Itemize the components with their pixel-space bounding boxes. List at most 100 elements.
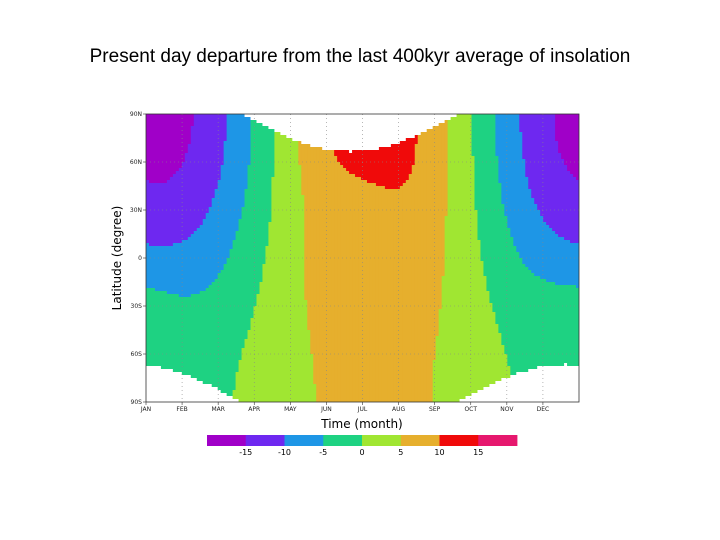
contour-cell [501, 132, 505, 136]
contour-cell [531, 153, 535, 157]
contour-cell [522, 156, 526, 160]
contour-cell [352, 171, 356, 175]
contour-cell [366, 141, 371, 145]
contour-cell [259, 117, 264, 121]
contour-cell [244, 153, 249, 157]
contour-cell [184, 171, 189, 175]
contour-cell [573, 147, 577, 151]
contour-cell [214, 159, 219, 163]
contour-cell [199, 138, 204, 142]
contour-cell [468, 147, 473, 151]
contour-cell [166, 144, 171, 148]
contour-cell [289, 174, 293, 178]
contour-cell [238, 183, 243, 187]
contour-cell [411, 174, 416, 178]
contour-cell [489, 162, 493, 166]
contour-cell [408, 165, 413, 169]
contour-cell [286, 126, 290, 130]
contour-cell [561, 171, 565, 175]
contour-cell [390, 114, 395, 118]
contour-cell [253, 150, 258, 154]
contour-cell [489, 165, 493, 169]
contour-cell [361, 120, 365, 124]
contour-cell [570, 135, 574, 139]
contour-cell [396, 171, 401, 175]
contour-cell [313, 165, 317, 169]
contour-cell [381, 114, 386, 118]
contour-cell [462, 147, 467, 151]
contour-cell [420, 147, 425, 151]
contour-cell [570, 150, 574, 154]
contour-cell [558, 156, 562, 160]
contour-cell [220, 162, 225, 166]
contour-cell [522, 150, 526, 154]
contour-cell [226, 123, 231, 127]
contour-cell [405, 150, 410, 154]
contour-cell [495, 147, 499, 151]
contour-cell [453, 153, 458, 157]
contour-cell [232, 159, 237, 163]
contour-cell [561, 162, 565, 166]
contour-cell [265, 150, 270, 154]
contour-cell [286, 123, 290, 127]
contour-cell [355, 141, 359, 145]
contour-cell [414, 147, 419, 151]
contour-cell [337, 144, 341, 148]
contour-cell [280, 171, 284, 175]
contour-cell [528, 132, 532, 136]
contour-cell [468, 153, 473, 157]
contour-cell [262, 114, 267, 118]
contour-cell [196, 156, 201, 160]
contour-cell [525, 120, 529, 124]
contour-cell [301, 147, 305, 151]
contour-cell [199, 117, 204, 121]
contour-cell [163, 159, 168, 163]
contour-cell [274, 144, 278, 148]
contour-cell [310, 180, 314, 184]
contour-cell [501, 171, 505, 175]
contour-cell [316, 147, 320, 151]
contour-cell [477, 180, 482, 184]
contour-cell [468, 141, 473, 145]
contour-cell [146, 177, 150, 181]
contour-cell [184, 135, 189, 139]
contour-cell [187, 144, 192, 148]
contour-cell [441, 156, 446, 160]
contour-cell [349, 135, 353, 139]
contour-cell [567, 168, 571, 172]
contour-cell [474, 117, 479, 121]
contour-cell [235, 183, 240, 187]
contour-cell [235, 135, 240, 139]
contour-cell [169, 120, 174, 124]
contour-cell [369, 150, 374, 154]
contour-cell [199, 180, 204, 184]
contour-cell [280, 147, 284, 151]
contour-cell [528, 135, 532, 139]
contour-cell [402, 120, 407, 124]
contour-cell [286, 138, 290, 142]
contour-cell [259, 126, 264, 130]
contour-cell [214, 174, 219, 178]
contour-cell [334, 171, 338, 175]
contour-cell [190, 156, 195, 160]
contour-cell [160, 165, 165, 169]
contour-cell [322, 171, 326, 175]
contour-cell [558, 147, 562, 151]
contour-cell [304, 165, 308, 169]
contour-cell [358, 117, 362, 121]
contour-cell [259, 171, 264, 175]
contour-cell [223, 147, 228, 151]
contour-cell [220, 156, 225, 160]
contour-cell [432, 120, 437, 124]
contour-cell [417, 177, 422, 181]
contour-cell [223, 114, 228, 118]
contour-cell [456, 159, 461, 163]
contour-cell [456, 114, 461, 118]
contour-cell [498, 150, 502, 154]
contour-cell [477, 129, 482, 133]
contour-cell [537, 150, 541, 154]
contour-cell [238, 126, 243, 130]
contour-cell [507, 150, 511, 154]
contour-cell [363, 171, 368, 175]
contour-cell [160, 135, 165, 139]
